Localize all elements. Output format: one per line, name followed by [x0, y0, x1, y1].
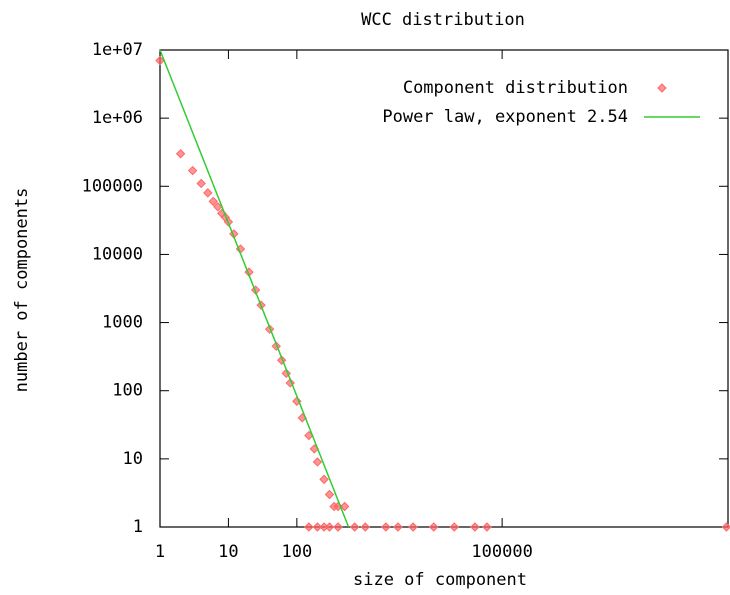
data-point [312, 457, 323, 467]
legend-label: Component distribution [403, 78, 628, 98]
data-point [449, 522, 460, 532]
y-tick-label: 100000 [82, 176, 143, 196]
x-axis-label: size of component [353, 570, 527, 590]
y-tick-label: 10 [123, 449, 143, 469]
y-tick-label: 1 [133, 517, 143, 537]
y-tick-label: 1e+07 [92, 40, 143, 60]
data-point [213, 202, 223, 212]
data-point [333, 522, 343, 532]
data-point [312, 522, 323, 532]
plot-frame [159, 49, 729, 528]
data-point [155, 55, 165, 66]
data-point [324, 522, 335, 532]
data-point [304, 522, 314, 532]
data-point [196, 178, 206, 189]
x-tick-label: 1 [155, 542, 165, 562]
x-tick-label: 100 [281, 542, 312, 562]
data-point [187, 165, 198, 176]
data-point [175, 149, 186, 159]
data-point [428, 522, 439, 532]
y-tick-label: 1e+06 [92, 108, 143, 128]
data-point [381, 522, 391, 532]
data-point [408, 522, 418, 532]
data-point [324, 489, 335, 500]
y-tick-label: 100 [112, 381, 143, 401]
data-point [208, 196, 218, 207]
data-point [470, 522, 480, 532]
data-point [271, 341, 281, 351]
legend-marker [657, 83, 667, 93]
chart-title: WCC distribution [361, 10, 525, 30]
data-point [203, 188, 213, 198]
data-point [482, 522, 492, 532]
y-tick-label: 1000 [102, 313, 143, 333]
fit-line [159, 49, 350, 528]
x-tick-label: 100000 [471, 542, 532, 562]
data-point [393, 522, 403, 532]
data-point [349, 522, 360, 532]
data-point [721, 522, 730, 532]
data-point [339, 501, 350, 512]
x-tick-label: 10 [218, 542, 238, 562]
y-tick-label: 10000 [92, 244, 143, 264]
data-point [319, 474, 329, 485]
legend-label: Power law, exponent 2.54 [382, 107, 628, 127]
data-point [360, 522, 370, 532]
y-axis-label: number of components [12, 188, 32, 393]
